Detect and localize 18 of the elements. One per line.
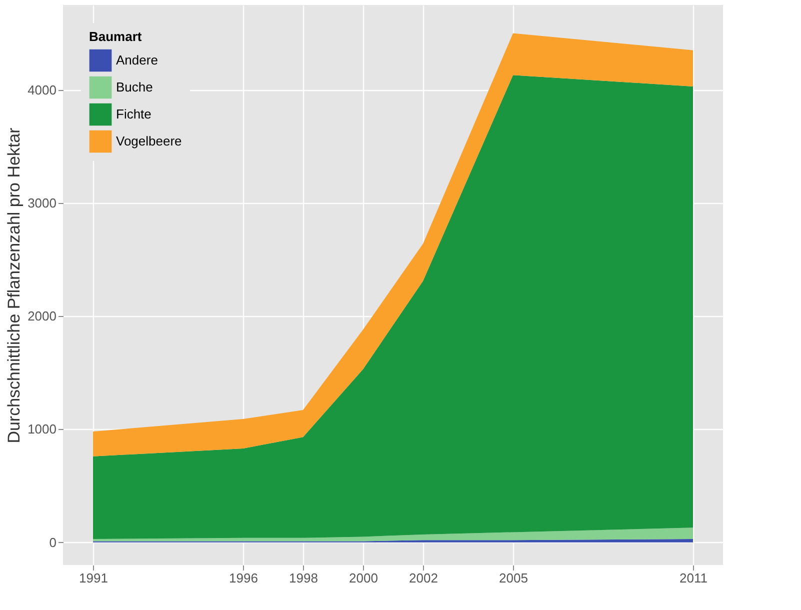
x-tick-label: 1998 bbox=[289, 570, 318, 586]
y-tick-label: 1000 bbox=[28, 422, 56, 437]
x-tick-label: 2000 bbox=[349, 570, 378, 586]
legend-label: Vogelbeere bbox=[116, 134, 182, 148]
x-tick-label: 1991 bbox=[79, 570, 108, 586]
y-tick-label: 3000 bbox=[28, 195, 56, 210]
legend-label: Fichte bbox=[116, 106, 152, 122]
x-tick-label: 1996 bbox=[229, 570, 258, 586]
x-tick-label: 2011 bbox=[680, 570, 708, 586]
y-tick-label: 0 bbox=[49, 534, 56, 550]
y-axis-title: Durchschnittliche Pflanzenzahl pro Hektar bbox=[4, 127, 24, 444]
y-tick-label: 2000 bbox=[28, 308, 56, 324]
legend-label: Andere bbox=[116, 52, 158, 68]
x-tick-label: 2002 bbox=[409, 570, 438, 586]
x-tick-label: 2005 bbox=[499, 570, 528, 586]
y-tick-label: 4000 bbox=[28, 82, 56, 98]
legend-label: Buche bbox=[116, 80, 153, 94]
legend-title: Baumart bbox=[89, 29, 142, 44]
